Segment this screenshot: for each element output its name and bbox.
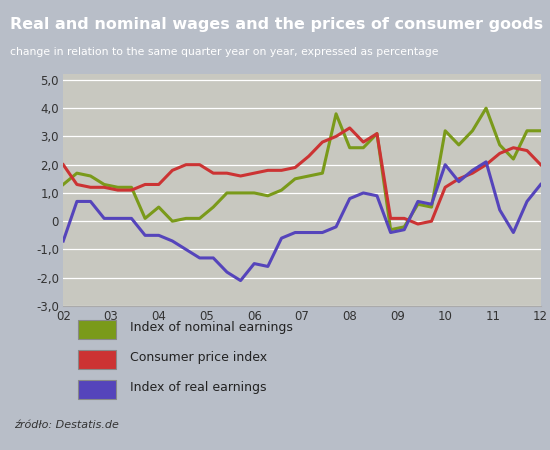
FancyBboxPatch shape (78, 380, 116, 399)
Text: Real and nominal wages and the prices of consumer goods: Real and nominal wages and the prices of… (10, 18, 543, 32)
FancyBboxPatch shape (78, 350, 116, 369)
Text: Consumer price index: Consumer price index (130, 351, 267, 364)
Text: źródło: Destatis.de: źródło: Destatis.de (14, 420, 118, 430)
FancyBboxPatch shape (78, 320, 116, 339)
Text: Index of nominal earnings: Index of nominal earnings (130, 321, 293, 334)
Text: Index of real earnings: Index of real earnings (130, 381, 267, 394)
Text: change in relation to the same quarter year on year, expressed as percentage: change in relation to the same quarter y… (10, 47, 438, 58)
